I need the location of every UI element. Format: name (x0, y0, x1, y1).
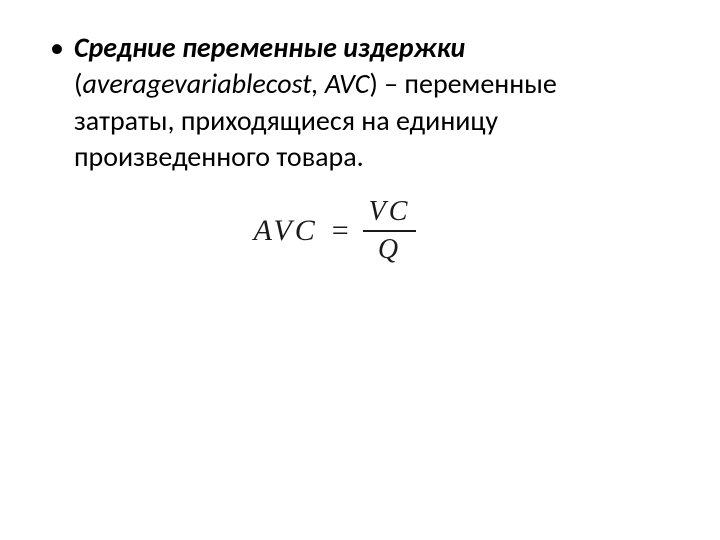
bullet-text: Средние переменные издержки (averagevari… (74, 30, 634, 176)
english-term: averagevariablecost, AVC (82, 66, 369, 101)
paren-close: ) (369, 66, 384, 101)
formula-equals: = (332, 214, 349, 248)
formula-denominator: Q (372, 234, 407, 266)
formula-wrapper: AVC = VC Q (50, 196, 680, 266)
formula-fraction-bar (363, 230, 417, 232)
term-heading: Средние переменные издержки (74, 30, 465, 65)
formula-lhs: AVC (254, 214, 318, 248)
bullet-item: • Средние переменные издержки (averageva… (50, 30, 680, 176)
bullet-marker: • (50, 30, 64, 66)
formula-fraction: VC Q (363, 196, 417, 266)
formula-avc: AVC = VC Q (254, 196, 417, 266)
formula-numerator: VC (363, 196, 417, 228)
